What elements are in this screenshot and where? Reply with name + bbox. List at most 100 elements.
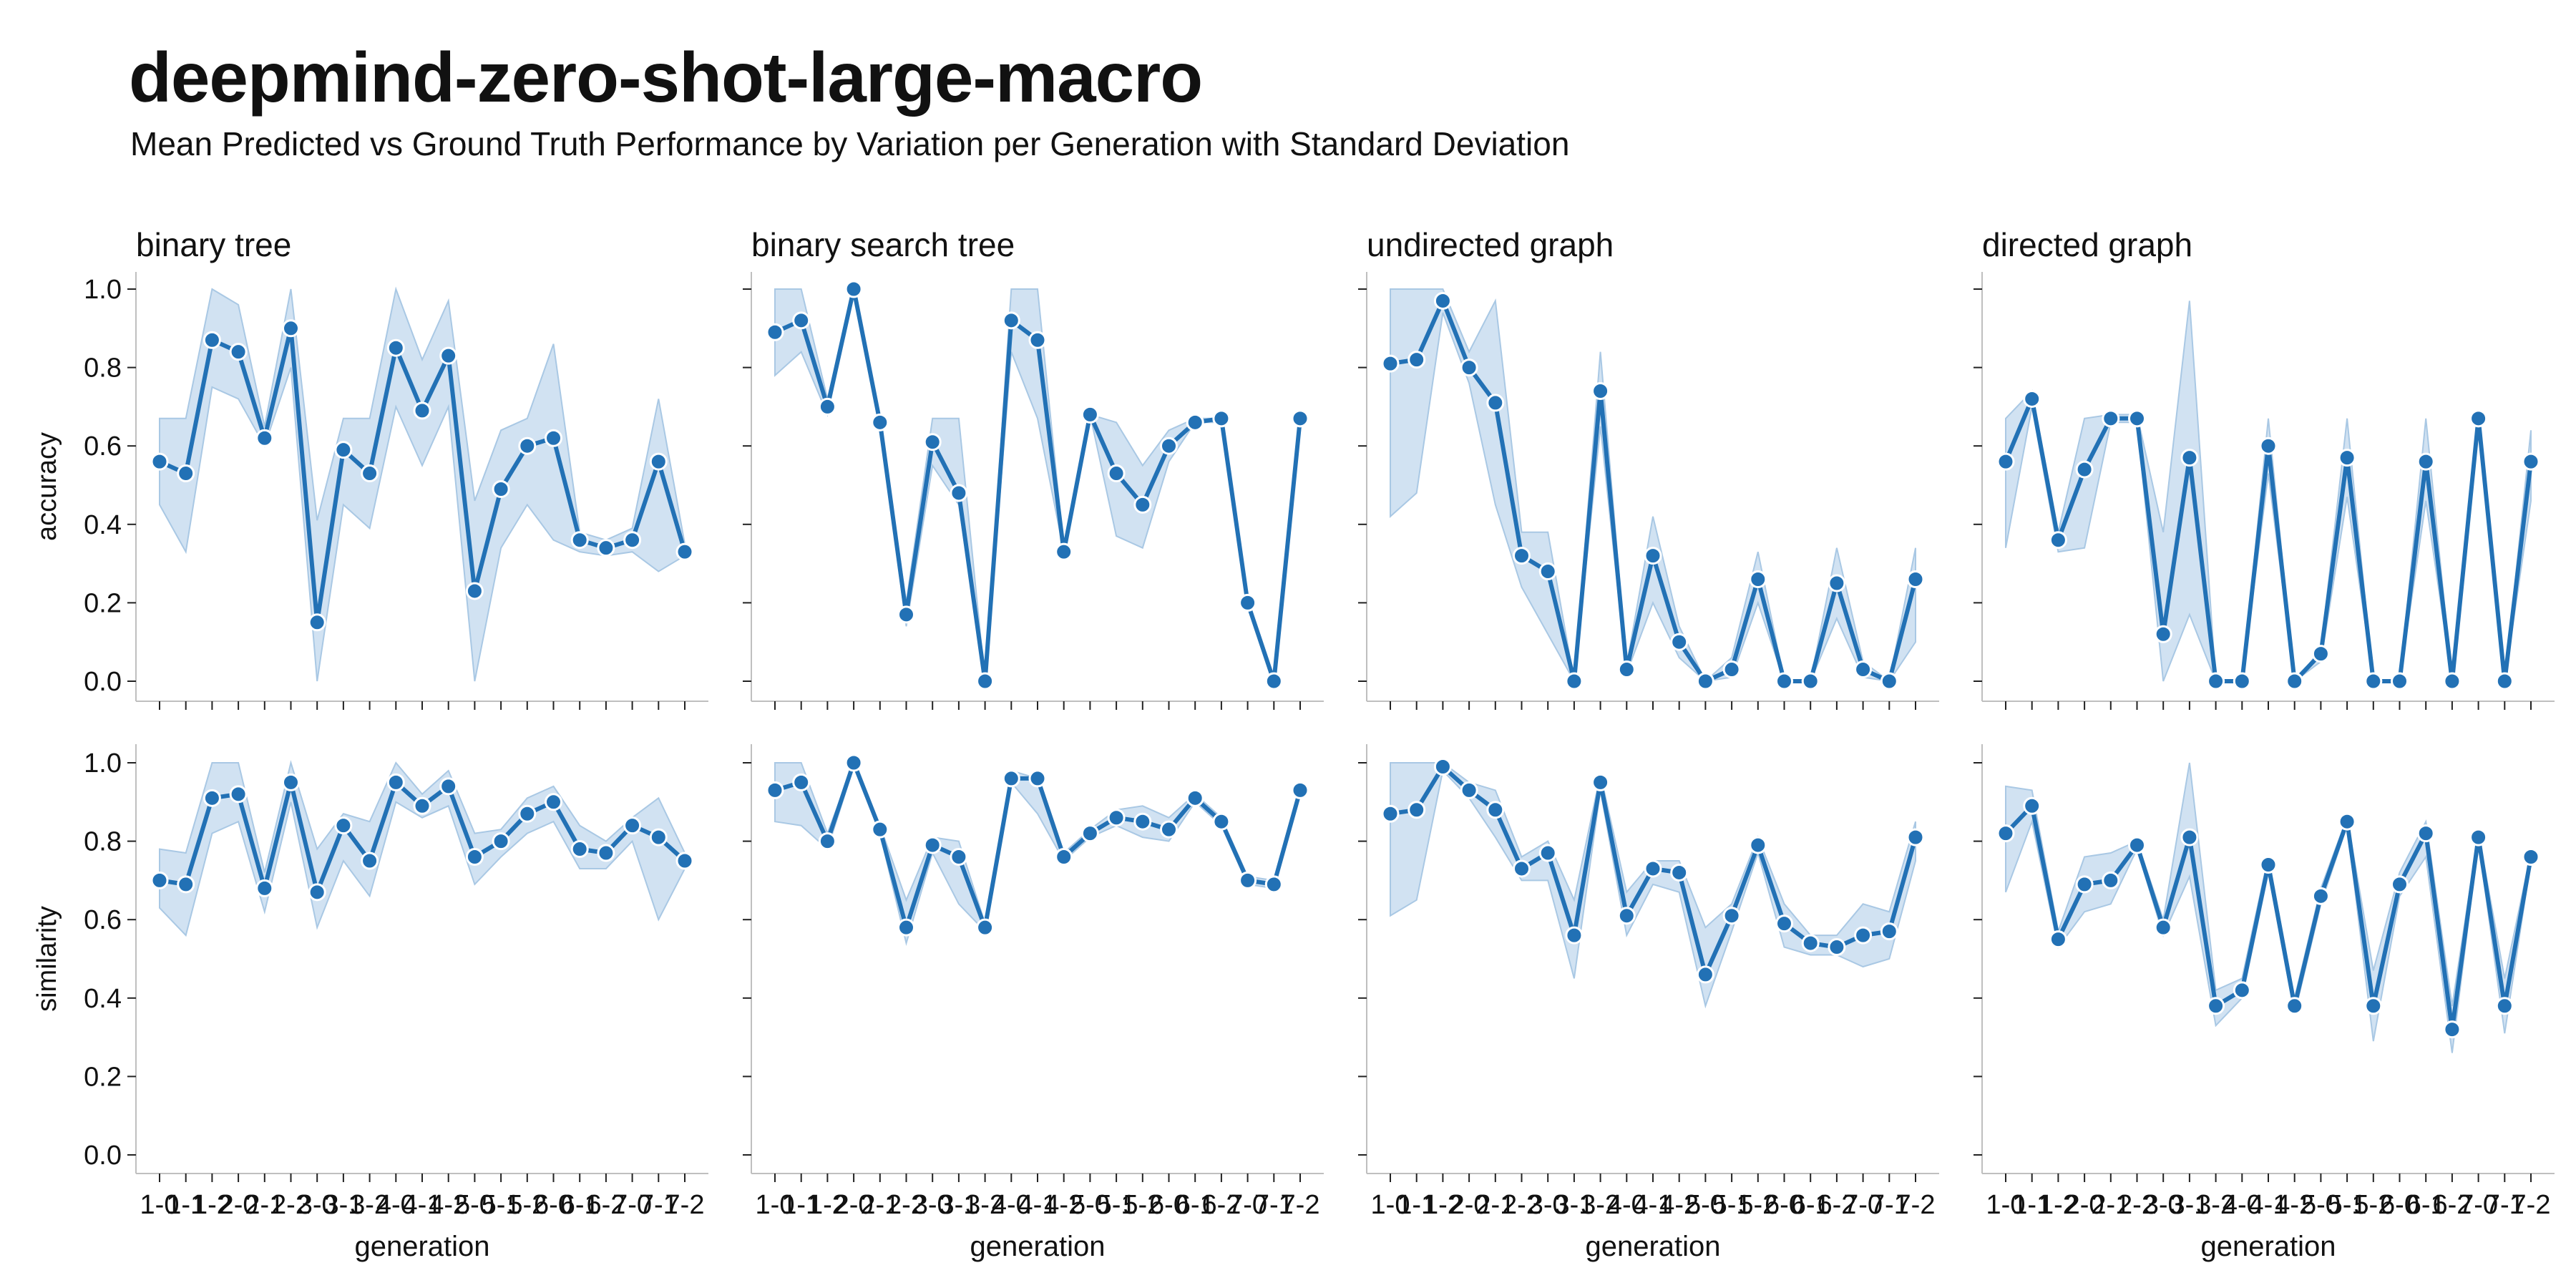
x-tick-label: 2-2 bbox=[887, 1190, 926, 1220]
data-point-accuracy-binary-search-tree bbox=[1212, 409, 1231, 428]
data-point-accuracy-undirected-graph bbox=[1801, 672, 1820, 691]
data-point-similarity-directed-graph bbox=[2338, 812, 2356, 831]
data-point-accuracy-binary-tree bbox=[150, 452, 169, 471]
x-tick-label: 4-0 bbox=[992, 1190, 1031, 1220]
data-point-similarity-directed-graph bbox=[2259, 855, 2278, 874]
data-point-accuracy-binary-search-tree bbox=[1055, 542, 1073, 561]
data-point-similarity-directed-graph bbox=[2102, 871, 2120, 889]
data-point-similarity-binary-search-tree bbox=[792, 773, 811, 791]
data-point-similarity-undirected-graph bbox=[1538, 844, 1557, 862]
data-point-accuracy-undirected-graph bbox=[1775, 672, 1793, 691]
data-point-accuracy-directed-graph bbox=[2154, 625, 2172, 643]
data-point-accuracy-undirected-graph bbox=[1670, 633, 1689, 651]
y-tick-label: 0.8 bbox=[84, 827, 122, 857]
panel-title-undirected-graph: undirected graph bbox=[1367, 226, 1614, 263]
data-point-similarity-directed-graph bbox=[2233, 981, 2251, 1000]
data-point-similarity-directed-graph bbox=[1996, 824, 2015, 843]
data-point-similarity-directed-graph bbox=[2023, 796, 2041, 815]
x-tick-label: 4-0 bbox=[376, 1190, 416, 1220]
x-tick-label: 7-0 bbox=[2459, 1190, 2498, 1220]
x-tick-label: 5-2 bbox=[1123, 1190, 1162, 1220]
y-axis-label-accuracy: accuracy bbox=[32, 432, 62, 541]
y-tick-label: 1.0 bbox=[84, 748, 122, 779]
data-point-similarity-binary-tree bbox=[465, 848, 484, 867]
x-tick-label: 2-2 bbox=[1502, 1190, 1541, 1220]
x-tick-label: 7-0 bbox=[613, 1190, 652, 1220]
data-point-similarity-directed-graph bbox=[2416, 824, 2435, 843]
x-tick-label: 6-0 bbox=[534, 1190, 573, 1220]
x-tick-label: 1-1 bbox=[781, 1190, 821, 1220]
x-tick-label: 4-1 bbox=[1018, 1190, 1058, 1220]
std-band-similarity-binary-search-tree bbox=[774, 761, 1301, 947]
data-point-similarity-binary-search-tree bbox=[1186, 789, 1204, 807]
data-point-accuracy-binary-tree bbox=[623, 531, 642, 550]
data-point-similarity-binary-tree bbox=[150, 871, 169, 889]
data-point-similarity-undirected-graph bbox=[1565, 926, 1584, 945]
data-point-similarity-binary-search-tree bbox=[1212, 812, 1231, 831]
data-point-accuracy-directed-graph bbox=[2522, 452, 2540, 471]
x-tick-label: 4-2 bbox=[1659, 1190, 1699, 1220]
data-point-accuracy-undirected-graph bbox=[1617, 660, 1636, 679]
std-band-similarity-undirected-graph bbox=[1390, 762, 1916, 1009]
data-point-accuracy-undirected-graph bbox=[1880, 672, 1898, 691]
data-point-similarity-binary-search-tree bbox=[766, 781, 784, 799]
mean-line-similarity-directed-graph bbox=[2004, 804, 2533, 1032]
data-point-accuracy-binary-search-tree bbox=[1080, 405, 1099, 424]
x-tick-label: 6-2 bbox=[1201, 1190, 1241, 1220]
x-tick-label: 1-0 bbox=[756, 1190, 795, 1220]
data-point-similarity-binary-search-tree bbox=[871, 820, 889, 839]
data-point-similarity-directed-graph bbox=[2180, 828, 2199, 847]
x-tick-label: 5-2 bbox=[1738, 1190, 1777, 1220]
x-tick-label: 4-2 bbox=[2275, 1190, 2314, 1220]
y-tick-label: 0.4 bbox=[84, 510, 122, 540]
x-axis-label: generation bbox=[970, 1231, 1105, 1262]
x-tick-label: 3-1 bbox=[939, 1190, 978, 1220]
x-tick-label: 6-2 bbox=[1817, 1190, 1856, 1220]
data-point-similarity-directed-graph bbox=[2391, 875, 2409, 894]
data-point-accuracy-directed-graph bbox=[2180, 449, 2199, 467]
data-point-similarity-binary-tree bbox=[229, 785, 248, 804]
data-point-accuracy-binary-tree bbox=[570, 531, 589, 550]
x-tick-label: 5-1 bbox=[1097, 1190, 1136, 1220]
data-point-similarity-binary-tree bbox=[518, 804, 537, 823]
data-point-accuracy-undirected-graph bbox=[1696, 672, 1714, 691]
data-point-similarity-binary-tree bbox=[334, 816, 353, 835]
x-axis-label: generation bbox=[2200, 1231, 2336, 1262]
y-tick-label: 1.0 bbox=[84, 275, 122, 305]
data-point-accuracy-binary-tree bbox=[308, 613, 326, 632]
figure-title: deepmind-zero-shot-large-macro bbox=[129, 38, 1203, 117]
x-tick-label: 7-1 bbox=[639, 1190, 678, 1220]
data-point-accuracy-undirected-graph bbox=[1486, 394, 1505, 412]
data-point-accuracy-directed-graph bbox=[2391, 672, 2409, 691]
x-tick-label: 5-1 bbox=[2328, 1190, 2367, 1220]
data-point-accuracy-undirected-graph bbox=[1381, 354, 1400, 373]
x-tick-label: 5-0 bbox=[455, 1190, 494, 1220]
x-tick-label: 1-1 bbox=[2012, 1190, 2051, 1220]
data-point-accuracy-binary-search-tree bbox=[923, 433, 942, 452]
x-tick-label: 3-1 bbox=[2170, 1190, 2209, 1220]
data-point-similarity-directed-graph bbox=[2154, 918, 2172, 937]
data-point-similarity-undirected-graph bbox=[1591, 773, 1610, 791]
x-tick-label: 3-0 bbox=[913, 1190, 952, 1220]
x-tick-label: 3-1 bbox=[323, 1190, 363, 1220]
x-tick-label: 1-0 bbox=[1986, 1190, 2026, 1220]
data-point-similarity-binary-search-tree bbox=[1291, 781, 1309, 799]
x-tick-label: 5-0 bbox=[1686, 1190, 1725, 1220]
x-tick-label: 1-0 bbox=[140, 1190, 180, 1220]
x-tick-label: 4-2 bbox=[429, 1190, 468, 1220]
x-tick-label: 5-0 bbox=[2301, 1190, 2341, 1220]
data-point-similarity-binary-search-tree bbox=[1055, 848, 1073, 867]
data-point-accuracy-directed-graph bbox=[2259, 436, 2278, 455]
data-point-similarity-binary-search-tree bbox=[1133, 812, 1152, 831]
data-point-accuracy-directed-graph bbox=[2102, 409, 2120, 428]
x-tick-label: 7-1 bbox=[1870, 1190, 1909, 1220]
x-tick-label: 6-0 bbox=[2380, 1190, 2419, 1220]
data-point-similarity-binary-search-tree bbox=[950, 848, 968, 867]
x-tick-label: 4-0 bbox=[2223, 1190, 2262, 1220]
data-point-accuracy-binary-tree bbox=[361, 464, 379, 483]
data-point-accuracy-binary-tree bbox=[282, 319, 300, 338]
data-point-similarity-directed-graph bbox=[2469, 828, 2488, 847]
data-point-accuracy-binary-tree bbox=[465, 582, 484, 600]
x-tick-label: 4-1 bbox=[2249, 1190, 2288, 1220]
x-tick-label: 7-2 bbox=[1896, 1190, 1936, 1220]
